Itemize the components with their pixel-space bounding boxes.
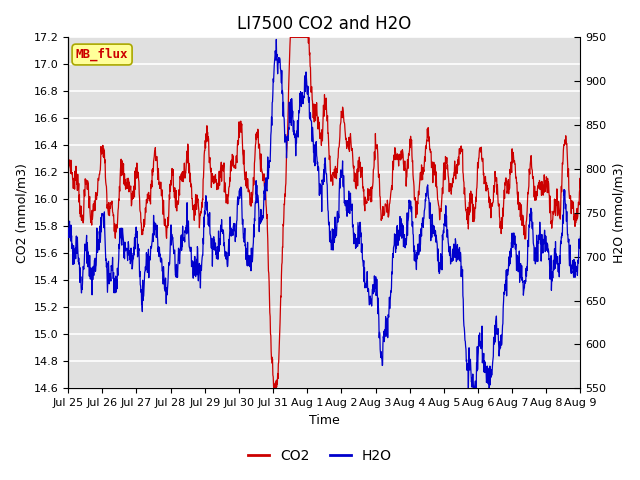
Title: LI7500 CO2 and H2O: LI7500 CO2 and H2O: [237, 15, 412, 33]
Y-axis label: H2O (mmol/m3): H2O (mmol/m3): [612, 163, 625, 263]
Y-axis label: CO2 (mmol/m3): CO2 (mmol/m3): [15, 163, 28, 263]
Text: MB_flux: MB_flux: [76, 48, 129, 61]
X-axis label: Time: Time: [309, 414, 340, 427]
Legend: CO2, H2O: CO2, H2O: [243, 443, 397, 468]
